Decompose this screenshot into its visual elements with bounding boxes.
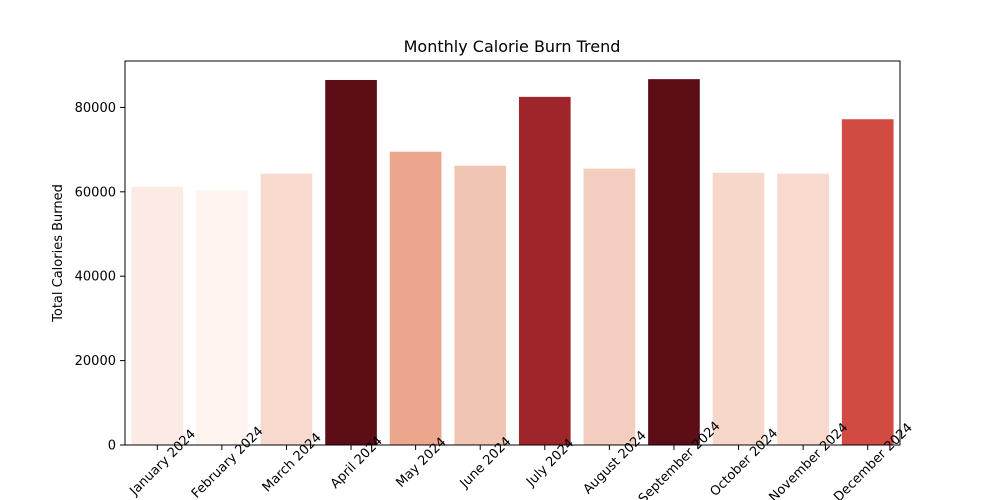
y-axis-label: Total Calories Burned (51, 184, 66, 323)
bar (325, 79, 377, 445)
bar (196, 190, 248, 445)
bar (777, 173, 829, 445)
y-tick-label: 40000 (75, 270, 116, 285)
bar (841, 119, 894, 445)
bar (131, 186, 184, 445)
chart-title: Monthly Calorie Burn Trend (404, 37, 621, 56)
y-tick-label: 80000 (75, 101, 116, 116)
y-tick-label: 60000 (75, 185, 116, 200)
bar (260, 173, 313, 445)
bar (583, 168, 636, 445)
y-tick-label: 20000 (75, 354, 116, 369)
bars-group (131, 79, 894, 446)
y-tick-label: 0 (108, 439, 116, 454)
bar (389, 151, 442, 445)
bar (648, 79, 700, 446)
plot-frame (124, 60, 901, 446)
bar (712, 172, 765, 446)
bar (518, 96, 571, 445)
bar (454, 165, 507, 445)
y-axis: 0 20000 40000 60000 80000 (75, 101, 125, 454)
